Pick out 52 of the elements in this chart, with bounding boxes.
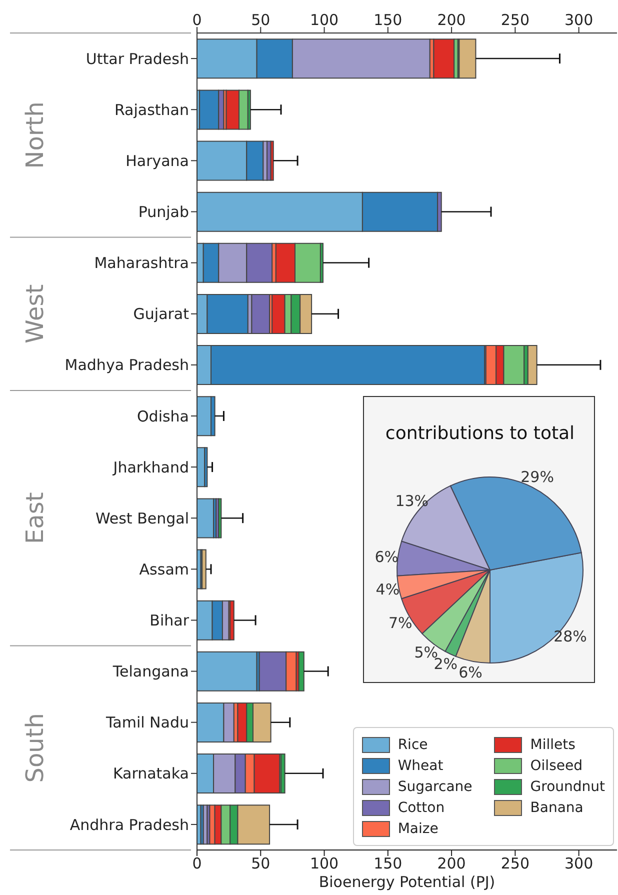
y-tick-label: Uttar Pradesh — [86, 50, 189, 68]
legend-label: Maize — [398, 820, 438, 836]
y-tick-label: Bihar — [150, 612, 190, 630]
x-tick-label: 0 — [192, 11, 202, 29]
text: West — [21, 284, 49, 344]
chart-title: contributions to total — [384, 423, 576, 444]
x-tick-label: 250 — [500, 11, 530, 29]
x2-tick-label: 150 — [374, 854, 402, 873]
legend-label: Wheat — [398, 758, 444, 774]
y-tick-label: Telangana — [112, 662, 189, 681]
y-tick-label: West Bengal — [95, 509, 189, 528]
x-tick-label: 300 — [564, 11, 594, 29]
data-label: 7% — [388, 614, 412, 632]
text: North — [21, 102, 49, 169]
x-tick-label: 200 — [437, 11, 466, 29]
y-tick-label: Madhya Pradesh — [64, 356, 189, 374]
text: South — [21, 713, 49, 783]
y-tick-label: Andhra Pradesh — [70, 816, 189, 834]
y-tick-label: Maharashtra — [94, 254, 189, 272]
data-label: 4% — [376, 580, 400, 599]
x2-tick-label: 100 — [310, 854, 339, 873]
y-tick-label: Punjab — [138, 203, 189, 222]
legend-label: Oilseed — [530, 758, 582, 774]
data-label: 29% — [520, 468, 554, 486]
data-label: 13% — [395, 492, 429, 510]
y-tick-label: Gujarat — [133, 305, 190, 324]
x2-tick-label: 50 — [251, 854, 270, 873]
legend-label: Cotton — [398, 800, 445, 816]
x-tick-label: 100 — [310, 11, 339, 29]
data-label: 6% — [458, 663, 482, 682]
y-tick-label: Assam — [139, 560, 189, 578]
legend-label: Sugarcane — [398, 778, 472, 794]
text: East — [21, 492, 49, 544]
data-label: 28% — [554, 627, 587, 646]
legend-label: Banana — [530, 800, 584, 816]
y-tick-label: Karnataka — [112, 764, 189, 783]
x2-tick-label: 300 — [564, 854, 594, 873]
y-tick-label: Odisha — [136, 407, 189, 426]
legend-label: Rice — [398, 736, 428, 752]
y-tick-label: Jharkhand — [112, 458, 189, 476]
x2-tick-label: 200 — [437, 854, 466, 873]
legend-label: Groundnut — [530, 778, 605, 794]
x-axis-title: Bioenergy Potential (PJ) — [318, 873, 496, 891]
x2-tick-label: 250 — [500, 854, 530, 873]
legend-label: Millets — [530, 736, 576, 752]
y-tick-label: Rajasthan — [114, 100, 189, 119]
y-tick-label: Tamil Nadu — [104, 714, 189, 732]
y-tick-label: Haryana — [126, 152, 189, 170]
data-label: 6% — [374, 548, 399, 566]
x2-tick-label: 0 — [192, 854, 202, 873]
x-tick-label: 50 — [251, 11, 270, 29]
x-tick-label: 150 — [374, 11, 402, 29]
